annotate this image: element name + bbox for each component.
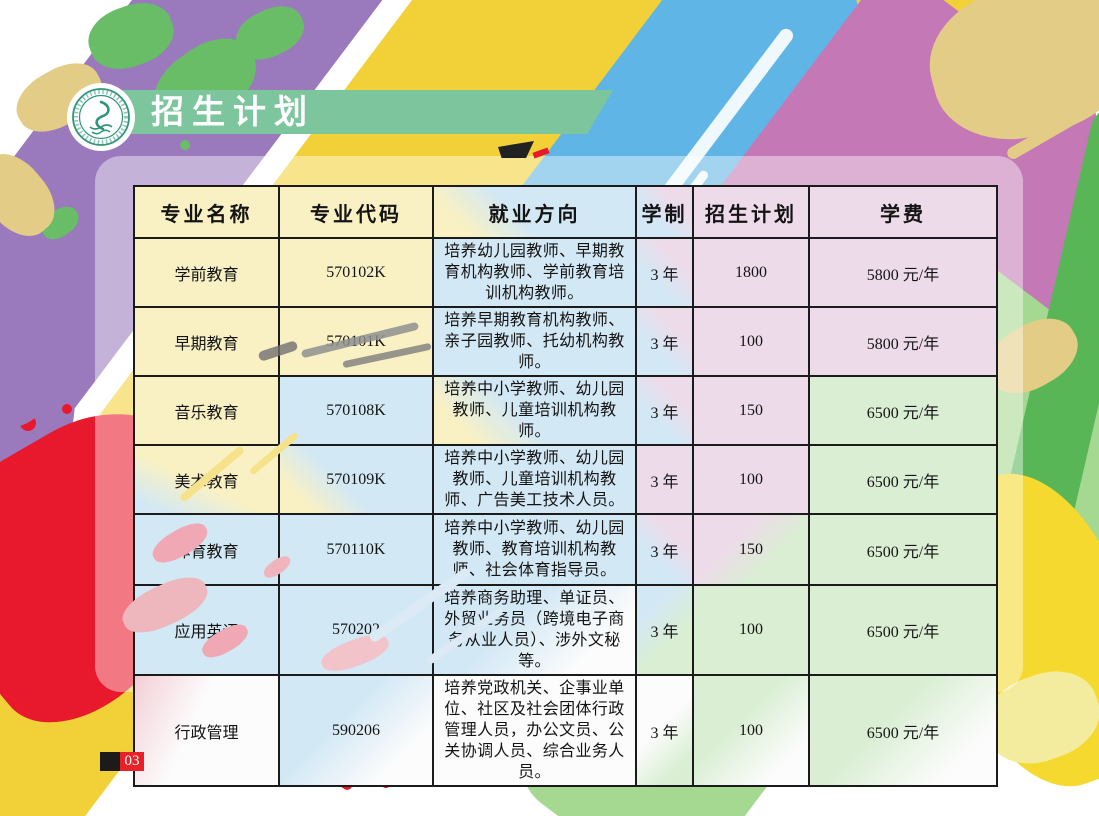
plan-cell: 100 [692, 444, 810, 515]
tuition-cell: 6500 元/年 [808, 375, 998, 446]
header-plan: 招生计划 [692, 185, 810, 239]
table-row: 早期教育 570101K 培养早期教育机构教师、亲子园教师、托幼机构教师。 3 … [133, 306, 998, 377]
header-major: 专业名称 [133, 185, 280, 239]
duration-cell: 3 年 [635, 513, 694, 586]
header-tuition: 学费 [808, 185, 998, 239]
major-cell: 音乐教育 [133, 375, 280, 446]
header-duration: 学制 [635, 185, 694, 239]
page-number-value: 03 [120, 752, 144, 771]
plan-cell: 1800 [692, 237, 810, 308]
paint-dot-red-2 [62, 404, 72, 414]
tuition-cell: 6500 元/年 [808, 674, 998, 787]
plan-cell: 100 [692, 674, 810, 787]
major-cell: 体育教育 [133, 513, 280, 586]
page-title: 招生计划 [151, 93, 315, 130]
major-cell: 美术教育 [133, 444, 280, 515]
employment-cell: 培养早期教育机构教师、亲子园教师、托幼机构教师。 [432, 306, 637, 377]
employment-cell: 培养中小学教师、幼儿园教师、儿童培训机构教师。 [432, 375, 637, 446]
plan-cell: 150 [692, 513, 810, 586]
employment-cell: 培养幼儿园教师、早期教育机构教师、学前教育培训机构教师。 [432, 237, 637, 308]
code-cell: 570109K [278, 444, 434, 515]
table-row: 音乐教育 570108K 培养中小学教师、幼儿园教师、儿童培训机构教师。 3 年… [133, 375, 998, 446]
paint-dot-green-2 [180, 140, 190, 150]
plan-cell: 150 [692, 375, 810, 446]
plan-cell: 100 [692, 306, 810, 377]
duration-cell: 3 年 [635, 375, 694, 446]
duration-cell: 3 年 [635, 444, 694, 515]
table-row: 行政管理 590206 培养党政机关、企事业单位、社区及社会团体行政管理人员，办… [133, 674, 998, 787]
section-banner: 招生计划 [85, 90, 613, 134]
tuition-cell: 5800 元/年 [808, 306, 998, 377]
header-employment: 就业方向 [432, 185, 637, 239]
major-cell: 早期教育 [133, 306, 280, 377]
major-cell: 行政管理 [133, 674, 280, 787]
tuition-cell: 5800 元/年 [808, 237, 998, 308]
table-header-row: 专业名称 专业代码 就业方向 学制 招生计划 学费 [133, 185, 998, 239]
table-row: 美术教育 570109K 培养中小学教师、幼儿园教师、儿童培训机构教师、广告美工… [133, 444, 998, 515]
tuition-cell: 6500 元/年 [808, 513, 998, 586]
major-cell: 应用英语 [133, 584, 280, 676]
duration-cell: 3 年 [635, 674, 694, 787]
code-cell: 570202 [278, 584, 434, 676]
duration-cell: 3 年 [635, 584, 694, 676]
employment-cell: 培养中小学教师、幼儿园教师、儿童培训机构教师、广告美工技术人员。 [432, 444, 637, 515]
code-cell: 570101K [278, 306, 434, 377]
enrollment-table: 专业名称 专业代码 就业方向 学制 招生计划 学费 学前教育 570102K 培… [133, 185, 998, 787]
duration-cell: 3 年 [635, 306, 694, 377]
code-cell: 570110K [278, 513, 434, 586]
tuition-cell: 6500 元/年 [808, 584, 998, 676]
page-number-black-block [100, 752, 120, 771]
table-row: 学前教育 570102K 培养幼儿园教师、早期教育机构教师、学前教育培训机构教师… [133, 237, 998, 308]
employment-cell: 培养党政机关、企事业单位、社区及社会团体行政管理人员，办公文员、公关协调人员、综… [432, 674, 637, 787]
duration-cell: 3 年 [635, 237, 694, 308]
tuition-cell: 6500 元/年 [808, 444, 998, 515]
table-row: 体育教育 570110K 培养中小学教师、幼儿园教师、教育培训机构教师、社会体育… [133, 513, 998, 586]
code-cell: 570108K [278, 375, 434, 446]
header-code: 专业代码 [278, 185, 434, 239]
plan-cell: 100 [692, 584, 810, 676]
code-cell: 570102K [278, 237, 434, 308]
page-number: 03 [100, 752, 144, 771]
major-cell: 学前教育 [133, 237, 280, 308]
school-logo-icon [67, 83, 135, 151]
code-cell: 590206 [278, 674, 434, 787]
employment-cell: 培养中小学教师、幼儿园教师、教育培训机构教师、社会体育指导员。 [432, 513, 637, 586]
employment-cell: 培养商务助理、单证员、外贸业务员（跨境电子商务从业人员）、涉外文秘等。 [432, 584, 637, 676]
table-row: 应用英语 570202 培养商务助理、单证员、外贸业务员（跨境电子商务从业人员）… [133, 584, 998, 676]
